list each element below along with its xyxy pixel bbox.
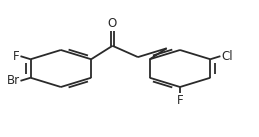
Text: O: O [108, 17, 117, 30]
Text: F: F [13, 50, 20, 63]
Text: Cl: Cl [221, 50, 233, 63]
Text: F: F [177, 94, 183, 107]
Text: Br: Br [6, 74, 20, 87]
